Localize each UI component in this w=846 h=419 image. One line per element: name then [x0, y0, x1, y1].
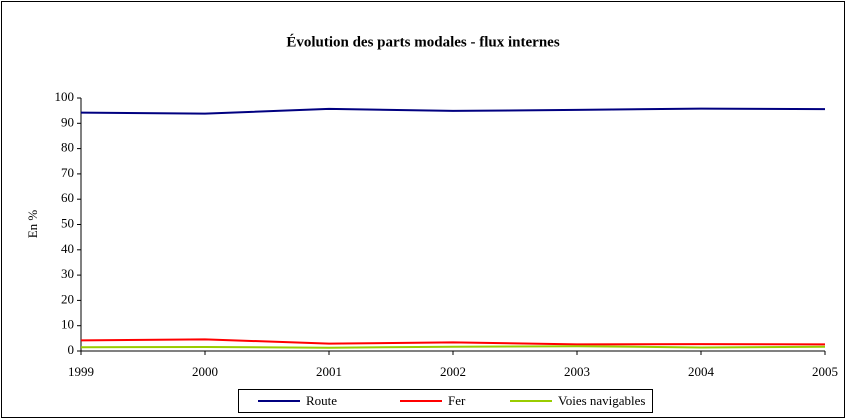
x-tick-label: 2003 [564, 364, 590, 379]
legend-label: Voies navigables [558, 393, 646, 408]
y-axis-label: En % [25, 210, 40, 239]
y-tick-label: 70 [61, 165, 74, 180]
legend-label: Route [306, 393, 337, 408]
y-tick-label: 60 [61, 190, 74, 205]
y-tick-label: 40 [61, 241, 74, 256]
y-tick-label: 20 [61, 291, 74, 306]
y-tick-label: 30 [61, 266, 74, 281]
y-tick-label: 100 [55, 89, 75, 104]
y-tick-label: 0 [68, 342, 75, 357]
x-tick-label: 2001 [316, 364, 342, 379]
x-tick-label: 2002 [440, 364, 466, 379]
x-tick-label: 2005 [812, 364, 838, 379]
x-tick-label: 1999 [68, 364, 94, 379]
y-tick-label: 80 [61, 140, 74, 155]
y-tick-label: 90 [61, 114, 74, 129]
legend-label: Fer [448, 393, 466, 408]
legend [238, 389, 653, 413]
line-series [80, 338, 826, 346]
y-tick-label: 50 [61, 215, 74, 230]
x-tick-label: 2004 [688, 364, 715, 379]
chart-title: Évolution des parts modales - flux inter… [286, 33, 560, 50]
x-tick-label: 2000 [192, 364, 218, 379]
line-series [80, 107, 826, 115]
line-series [80, 345, 826, 349]
y-tick-label: 10 [61, 317, 74, 332]
